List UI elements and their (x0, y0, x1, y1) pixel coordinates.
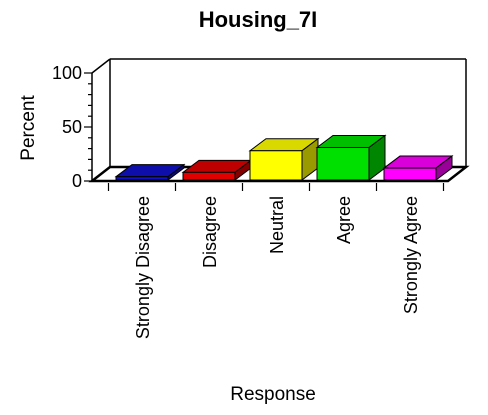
bar-front (383, 167, 437, 181)
bar-strongly-disagree (114, 163, 186, 181)
y-tick-label: 0 (72, 171, 82, 191)
x-axis-title: Response (230, 384, 316, 405)
bar-strongly-agree (382, 155, 454, 181)
bar-front (115, 176, 169, 181)
bars (114, 134, 454, 181)
x-tick-label: Strongly Agree (401, 196, 421, 314)
bar-front (249, 150, 303, 181)
y-axis-title: Percent (18, 95, 39, 161)
depth-edge-top (91, 58, 111, 74)
bar-neutral (248, 137, 320, 181)
x-tick-label: Disagree (200, 196, 220, 268)
x-tick-label: Strongly Disagree (133, 196, 153, 339)
bar-agree (315, 134, 387, 181)
x-tick-label: Agree (334, 196, 354, 244)
chart-title: Housing_7I (199, 7, 318, 32)
category-labels: Strongly Disagree Disagree Neutral Agree Str… (133, 196, 421, 339)
x-tick-label: Neutral (267, 196, 287, 254)
x-axis (107, 183, 445, 191)
y-tick-label: 100 (52, 63, 82, 83)
y-tick-label: 50 (62, 117, 82, 137)
bar-front (316, 147, 370, 181)
bar-front (182, 171, 236, 181)
bar-disagree (181, 159, 253, 181)
y-axis: 0 50 100 (52, 63, 92, 191)
